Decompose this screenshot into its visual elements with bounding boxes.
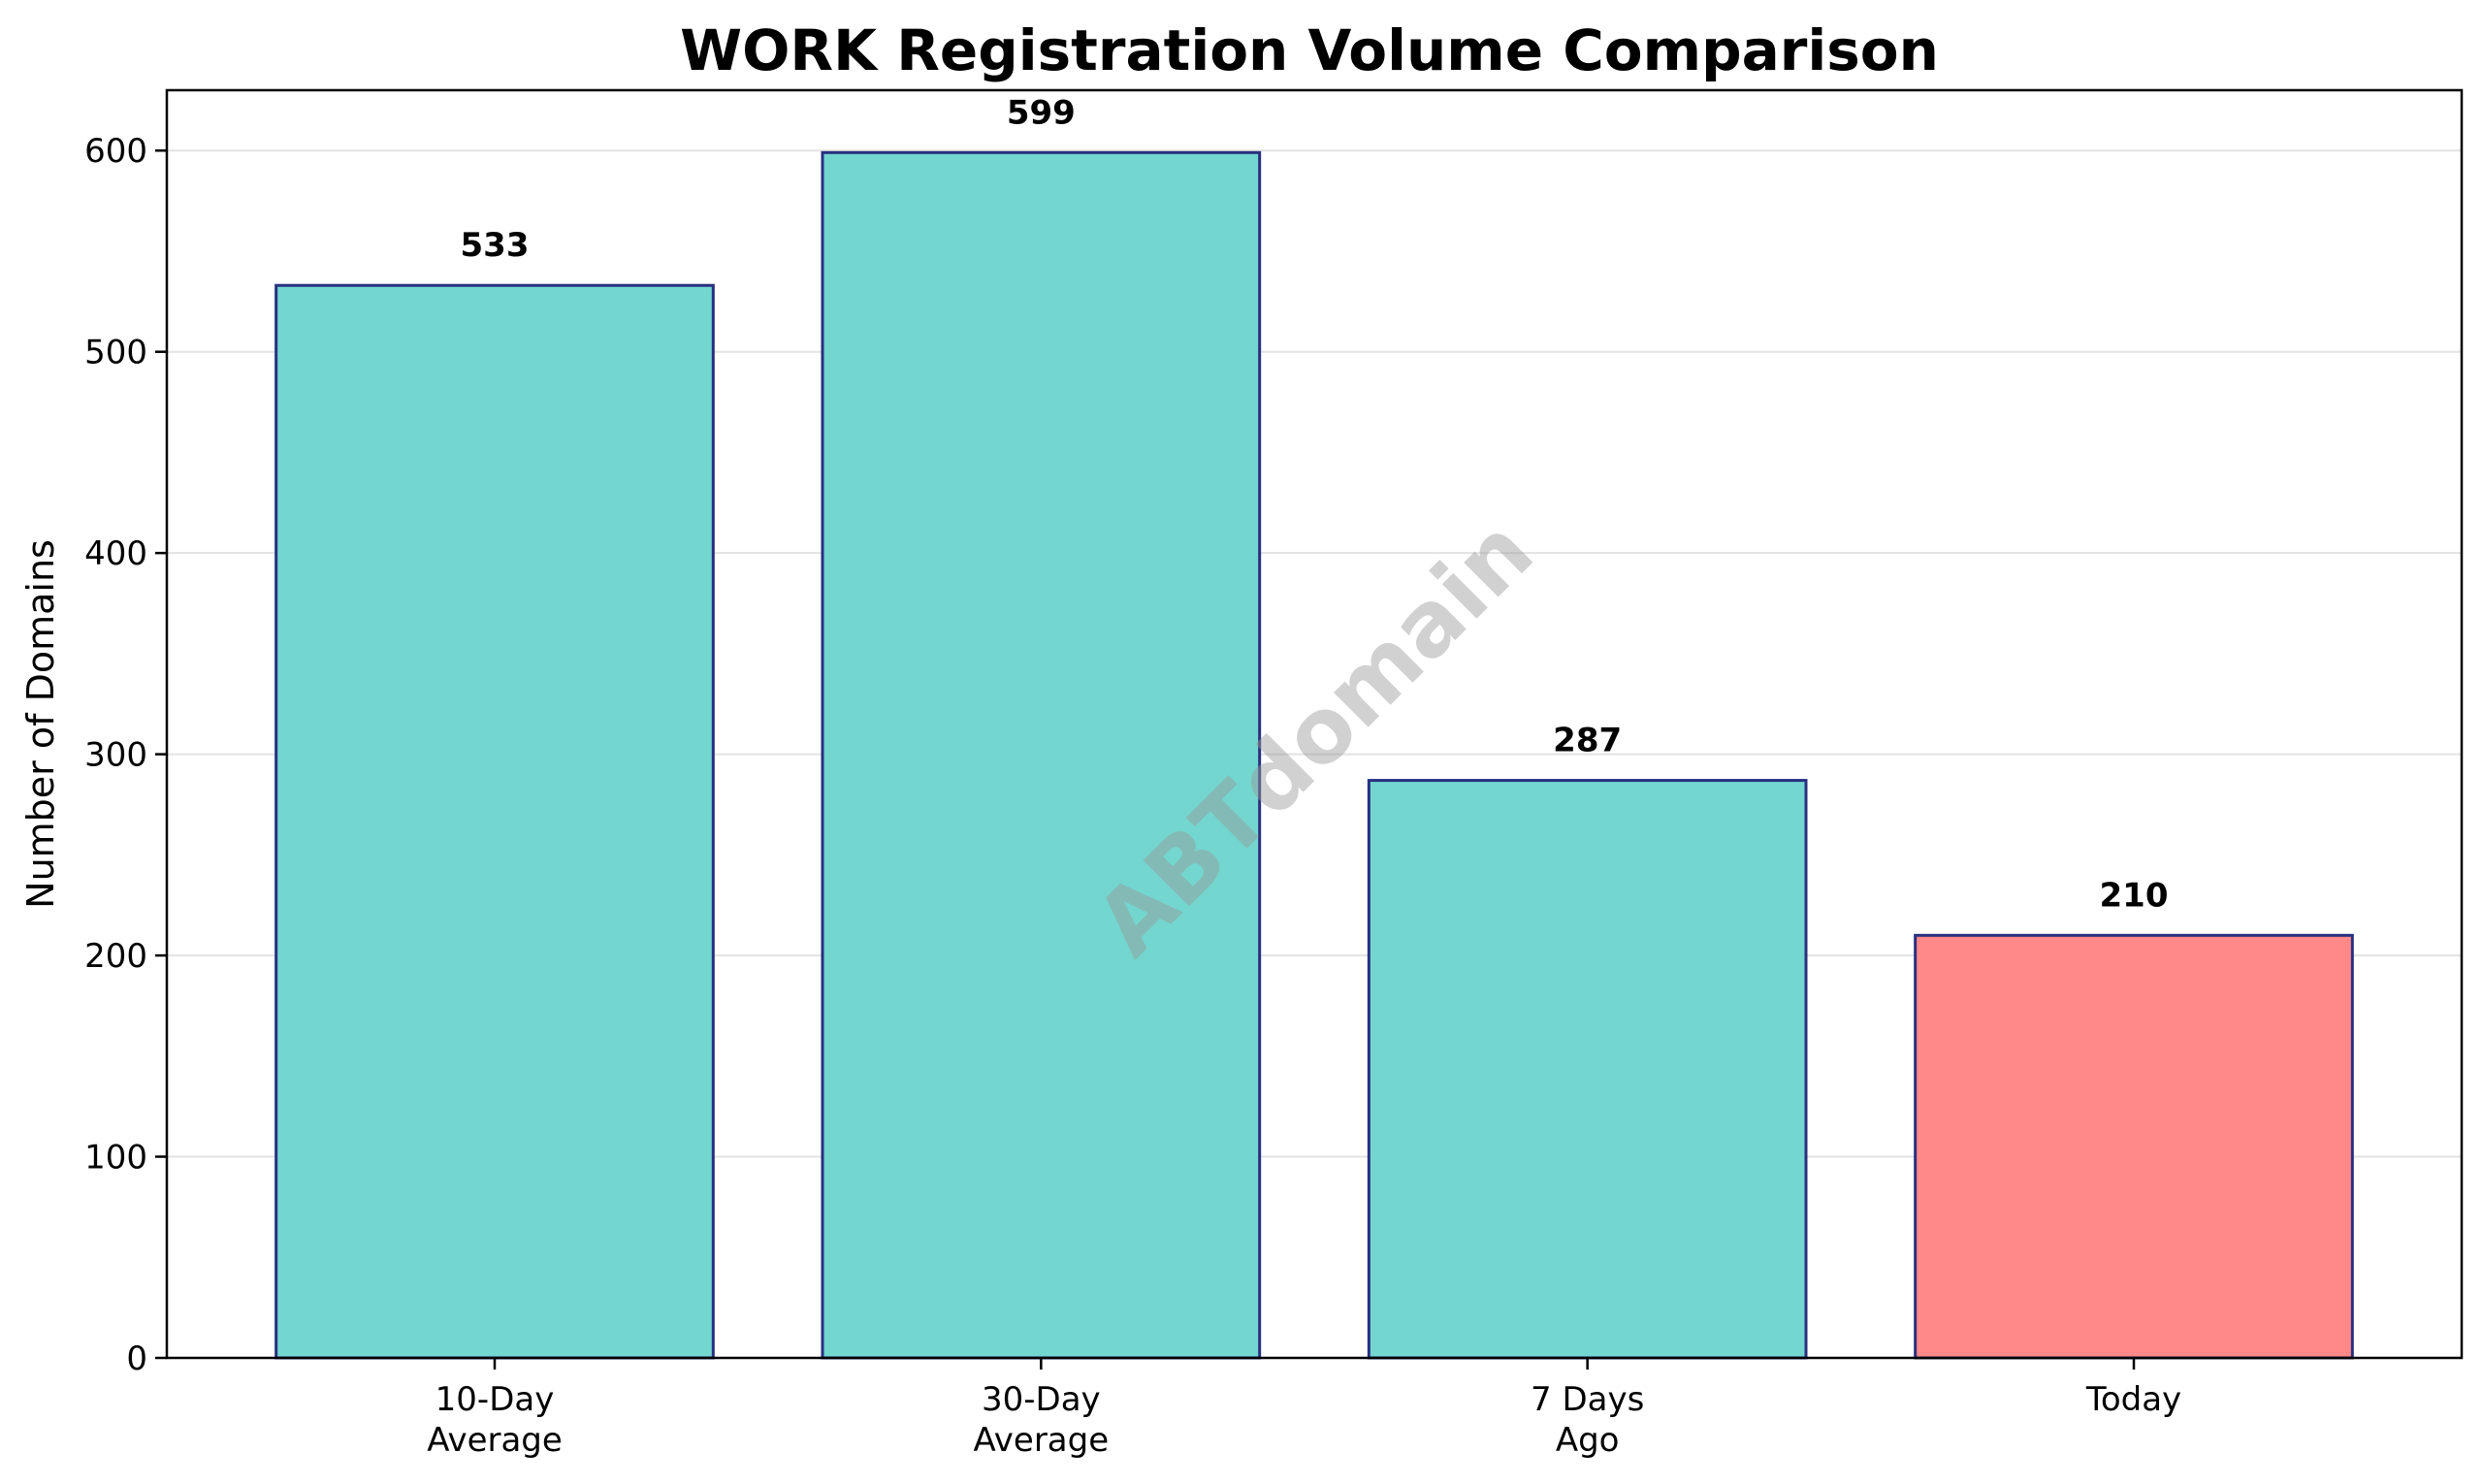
x-tick-label: Average bbox=[427, 1421, 563, 1460]
y-tick-label: 200 bbox=[84, 937, 147, 976]
x-tick-label: Average bbox=[974, 1421, 1110, 1460]
data-label: 210 bbox=[2100, 876, 2169, 915]
bar bbox=[1914, 933, 2354, 1360]
y-axis: 0 100 200 300 400 500 600 bbox=[84, 132, 167, 1378]
data-label: 599 bbox=[1007, 93, 1076, 132]
x-tick-label: 10-Day bbox=[435, 1380, 555, 1419]
bars bbox=[274, 150, 2354, 1360]
plot-frame bbox=[165, 88, 2464, 1360]
y-tick-label: 300 bbox=[84, 736, 147, 775]
chart-title: WORK Registration Volume Comparison bbox=[680, 17, 1939, 83]
data-label: 287 bbox=[1553, 722, 1622, 760]
y-tick-label: 600 bbox=[84, 132, 147, 171]
y-tick-label: 500 bbox=[84, 334, 147, 372]
bar bbox=[274, 283, 715, 1360]
x-tick-label: Today bbox=[2085, 1380, 2181, 1419]
y-tick-label: 0 bbox=[126, 1339, 147, 1378]
data-labels: 533 599 287 210 bbox=[461, 93, 2169, 915]
bar bbox=[1367, 779, 1808, 1360]
y-tick-label: 100 bbox=[84, 1139, 147, 1178]
data-label: 533 bbox=[461, 226, 530, 265]
x-tick-label: 7 Days bbox=[1531, 1380, 1644, 1419]
bar bbox=[821, 150, 1262, 1360]
x-tick-label: 30-Day bbox=[982, 1380, 1101, 1419]
y-tick-label: 400 bbox=[84, 534, 147, 573]
y-axis-label: Number of Domains bbox=[19, 539, 62, 909]
x-tick-label: Ago bbox=[1556, 1421, 1620, 1460]
